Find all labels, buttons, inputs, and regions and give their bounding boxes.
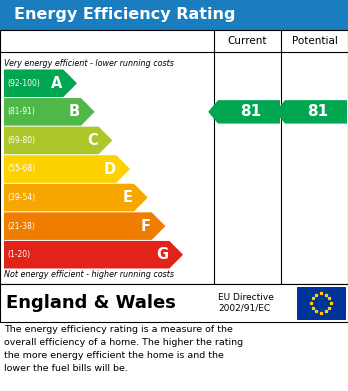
Text: Energy Efficiency Rating: Energy Efficiency Rating	[14, 7, 235, 23]
Polygon shape	[4, 70, 77, 97]
Text: A: A	[51, 76, 62, 91]
Text: G: G	[156, 247, 168, 262]
Text: (69-80): (69-80)	[7, 136, 35, 145]
Polygon shape	[4, 184, 148, 212]
Text: EU Directive
2002/91/EC: EU Directive 2002/91/EC	[218, 293, 274, 313]
Text: (55-68): (55-68)	[7, 165, 35, 174]
Polygon shape	[4, 155, 130, 183]
Bar	[297, 287, 345, 319]
Text: Current: Current	[228, 36, 267, 46]
Polygon shape	[4, 241, 183, 269]
Polygon shape	[4, 127, 112, 154]
Text: E: E	[123, 190, 133, 205]
Bar	[0, 0, 348, 30]
Bar	[0, 284, 348, 322]
Polygon shape	[4, 98, 95, 126]
Text: F: F	[141, 219, 151, 234]
Text: 81: 81	[307, 104, 328, 119]
Polygon shape	[275, 100, 347, 124]
Bar	[0, 30, 348, 284]
Text: (21-38): (21-38)	[7, 222, 35, 231]
Text: C: C	[87, 133, 98, 148]
Text: D: D	[103, 161, 115, 176]
Text: (1-20): (1-20)	[7, 250, 30, 259]
Text: (92-100): (92-100)	[7, 79, 40, 88]
Text: (81-91): (81-91)	[7, 108, 35, 117]
Text: England & Wales: England & Wales	[6, 294, 176, 312]
Text: B: B	[69, 104, 80, 119]
Polygon shape	[208, 100, 280, 124]
Text: (39-54): (39-54)	[7, 193, 35, 202]
Text: 81: 81	[240, 104, 261, 119]
Text: Potential: Potential	[292, 36, 338, 46]
Polygon shape	[4, 212, 165, 240]
Text: Not energy efficient - higher running costs: Not energy efficient - higher running co…	[4, 270, 174, 279]
Text: The energy efficiency rating is a measure of the
overall efficiency of a home. T: The energy efficiency rating is a measur…	[4, 325, 243, 373]
Text: Very energy efficient - lower running costs: Very energy efficient - lower running co…	[4, 59, 174, 68]
